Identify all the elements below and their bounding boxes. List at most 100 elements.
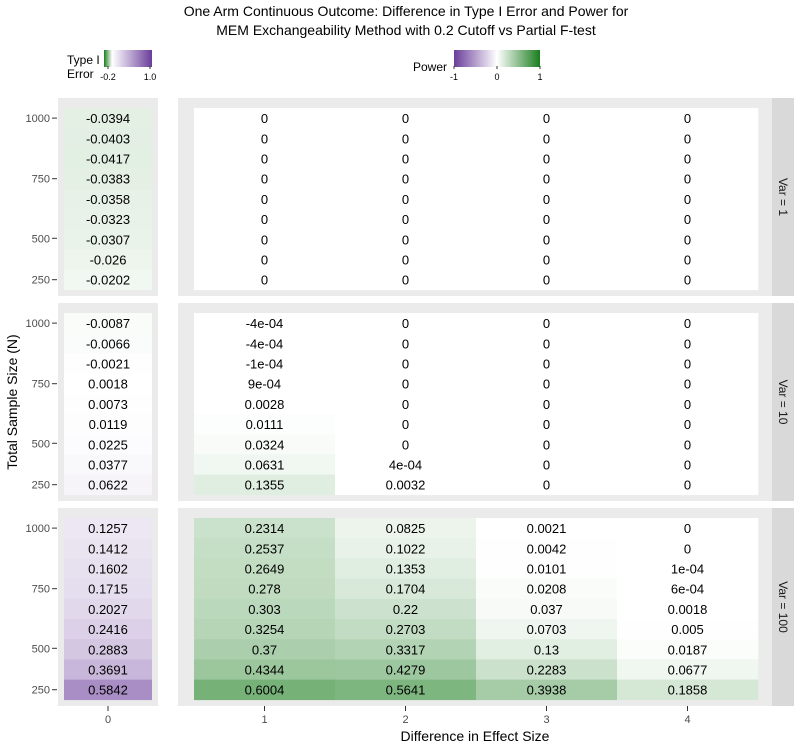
type1-tile	[64, 168, 152, 190]
power-tile	[194, 639, 336, 660]
power-tile	[335, 434, 477, 455]
power-tile	[617, 474, 759, 496]
power-tile	[617, 209, 759, 230]
power-tile	[335, 639, 477, 660]
type1-cell-label: 0.3691	[88, 663, 128, 678]
power-cell-label: 0	[684, 521, 691, 536]
facet-strip-var-10: Var = 10	[772, 303, 794, 501]
y-axis-title: Total Sample Size (N)	[4, 334, 20, 469]
power-tile	[617, 128, 759, 149]
power-tile	[617, 353, 759, 374]
power-cell-label: 0	[543, 458, 550, 473]
x-tick-label: 0	[105, 714, 111, 726]
type1-tile	[64, 373, 152, 395]
power-tile	[335, 558, 477, 579]
power-tile	[335, 313, 477, 334]
power-cell-label: 0	[543, 478, 550, 493]
power-cell-label: 0	[543, 111, 550, 126]
power-cell-label: 0	[684, 131, 691, 146]
power-cell-label: -4e-04	[246, 336, 284, 351]
power-tile	[617, 269, 759, 291]
power-tile	[335, 269, 477, 291]
type1-cell-label: -0.0323	[86, 212, 130, 227]
power-tile	[194, 373, 336, 395]
power-tile	[476, 474, 618, 496]
power-cell-label: 0	[543, 273, 550, 288]
power-cell-label: 0.4279	[386, 663, 426, 678]
type1-tile	[64, 434, 152, 455]
type1-cell-label: -0.0358	[86, 192, 130, 207]
type1-tile	[64, 659, 152, 680]
power-cell-label: 0	[402, 397, 409, 412]
power-cell-label: 0	[261, 172, 268, 187]
power-tile	[194, 414, 336, 435]
heatmap-cell-labels: -0.0394 -0.0403 -0.0417 -0.0383 -0.0358 -0.03…	[86, 111, 707, 698]
power-tile	[476, 108, 618, 129]
facet-strip-label: Var = 1	[776, 178, 790, 216]
power-cell-label: 0	[543, 417, 550, 432]
power-tile	[335, 474, 477, 496]
power-tile	[476, 249, 618, 270]
type1-legend-max-label: 1.0	[144, 72, 157, 82]
power-cell-label: 0.0032	[386, 478, 426, 493]
power-cell-label: 0	[543, 131, 550, 146]
power-cell-label: 0	[402, 131, 409, 146]
power-tile	[476, 209, 618, 230]
power-cell-label: 0	[402, 192, 409, 207]
power-tile	[335, 188, 477, 210]
type1-tile	[64, 518, 152, 539]
power-tile	[617, 558, 759, 579]
power-cell-label: 0.6004	[245, 683, 285, 698]
axes: 2505007501000250500750100025050075010000…	[26, 113, 691, 726]
power-tile	[617, 639, 759, 660]
power-tile	[194, 393, 336, 415]
power-tile	[476, 659, 618, 680]
power-cell-label: 0	[543, 152, 550, 167]
type1-tile	[64, 393, 152, 415]
power-cell-label: 0	[261, 192, 268, 207]
type1-cell-label: -0.0394	[86, 111, 130, 126]
power-tile	[335, 108, 477, 129]
power-cell-label: 0.2703	[386, 622, 426, 637]
power-tile	[335, 333, 477, 354]
power-cell-label: 0	[402, 417, 409, 432]
y-tick-label: 750	[32, 379, 50, 391]
type1-tile	[64, 578, 152, 600]
power-cell-label: 0	[261, 212, 268, 227]
power-tile	[335, 598, 477, 620]
power-tile	[194, 128, 336, 149]
power-tile	[335, 128, 477, 149]
power-tile	[194, 313, 336, 334]
power-cell-label: 0.278	[248, 582, 281, 597]
power-tile	[476, 639, 618, 660]
y-tick-label: 250	[32, 275, 50, 287]
y-tick-label: 1000	[26, 523, 50, 535]
type1-cell-label: -0.0087	[86, 316, 130, 331]
y-tick-label: 500	[32, 233, 50, 245]
type1-cell-label: 0.1412	[88, 541, 128, 556]
y-tick-label: 250	[32, 480, 50, 492]
power-tile	[617, 333, 759, 354]
power-cell-label: 0.2649	[245, 562, 285, 577]
power-tile	[194, 333, 336, 354]
power-cell-label: 0	[684, 273, 691, 288]
power-cell-label: 0.005	[671, 622, 704, 637]
power-cell-label: 0.22	[393, 602, 418, 617]
type1-tile	[64, 679, 152, 701]
type1-tile	[64, 188, 152, 210]
power-tile	[194, 454, 336, 475]
power-cell-label: 0.3938	[527, 683, 567, 698]
power-cell-label: 0.0677	[668, 663, 708, 678]
power-cell-label: 0	[684, 232, 691, 247]
type1-legend-min-label: -0.2	[100, 72, 116, 82]
power-tile	[476, 393, 618, 415]
power-legend-label-neg1: -1	[450, 72, 458, 82]
power-cell-label: 0.0631	[245, 458, 285, 473]
power-tile	[617, 619, 759, 640]
power-cell-label: 0	[543, 253, 550, 268]
power-tile	[194, 558, 336, 579]
power-cell-label: 0	[684, 478, 691, 493]
x-tick-label: 2	[402, 714, 408, 726]
x-axis-title: Difference in Effect Size	[401, 728, 550, 744]
